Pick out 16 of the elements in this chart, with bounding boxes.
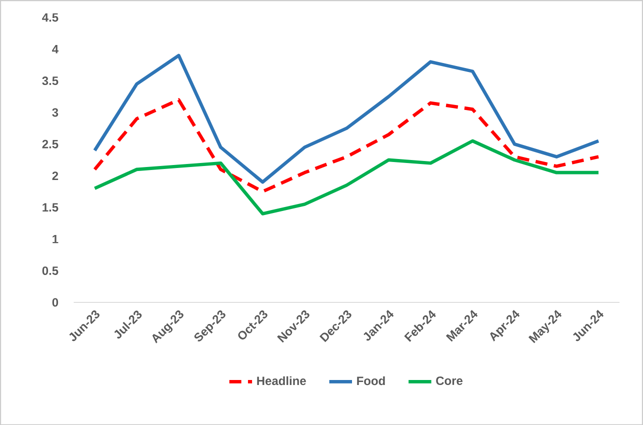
y-tick-label: 3	[52, 108, 58, 117]
y-tick-label: 3.5	[42, 76, 58, 85]
legend-label: Food	[357, 376, 385, 385]
line-series	[93, 54, 600, 184]
y-tick-label: 1.5	[42, 203, 58, 212]
line-series	[93, 139, 600, 216]
y-tick-label: 0.5	[42, 266, 58, 275]
legend-label: Core	[436, 376, 463, 385]
line-series	[93, 98, 600, 194]
y-tick-label: 1	[52, 234, 58, 244]
y-tick-label: 4.5	[42, 13, 58, 22]
y-tick-label: 2.5	[42, 140, 58, 148]
y-tick-label: 2	[52, 171, 58, 180]
legend-label: Headline	[257, 376, 306, 385]
y-tick-label: 0	[52, 298, 58, 306]
y-tick-label: 4	[52, 44, 58, 54]
